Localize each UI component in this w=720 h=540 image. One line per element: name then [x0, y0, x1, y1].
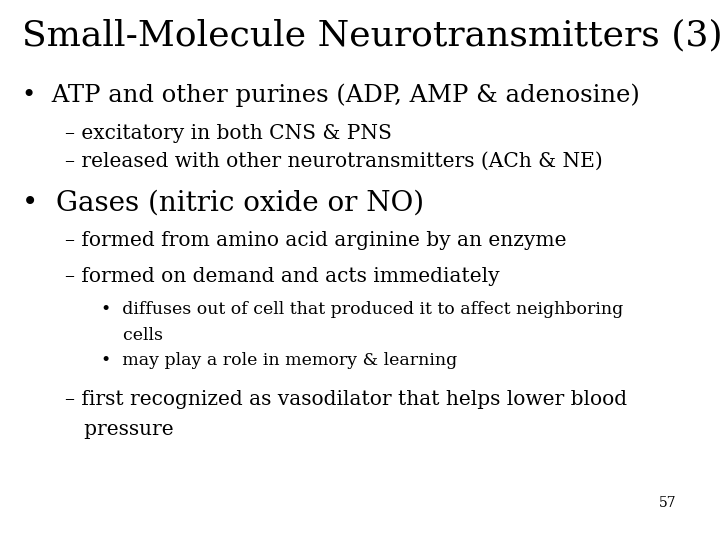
- Text: cells: cells: [101, 327, 163, 343]
- Text: •  Gases (nitric oxide or NO): • Gases (nitric oxide or NO): [22, 190, 424, 217]
- Text: – released with other neurotransmitters (ACh & NE): – released with other neurotransmitters …: [65, 152, 603, 171]
- Text: – formed from amino acid arginine by an enzyme: – formed from amino acid arginine by an …: [65, 231, 567, 250]
- Text: •  may play a role in memory & learning: • may play a role in memory & learning: [101, 352, 457, 369]
- Text: •  ATP and other purines (ADP, AMP & adenosine): • ATP and other purines (ADP, AMP & aden…: [22, 84, 639, 107]
- Text: – formed on demand and acts immediately: – formed on demand and acts immediately: [65, 267, 500, 286]
- Text: – excitatory in both CNS & PNS: – excitatory in both CNS & PNS: [65, 124, 392, 143]
- Text: pressure: pressure: [65, 420, 174, 439]
- Text: 57: 57: [660, 496, 677, 510]
- Text: •  diffuses out of cell that produced it to affect neighboring: • diffuses out of cell that produced it …: [101, 301, 623, 318]
- Text: – first recognized as vasodilator that helps lower blood: – first recognized as vasodilator that h…: [65, 390, 627, 409]
- Text: Small-Molecule Neurotransmitters (3): Small-Molecule Neurotransmitters (3): [22, 19, 720, 53]
